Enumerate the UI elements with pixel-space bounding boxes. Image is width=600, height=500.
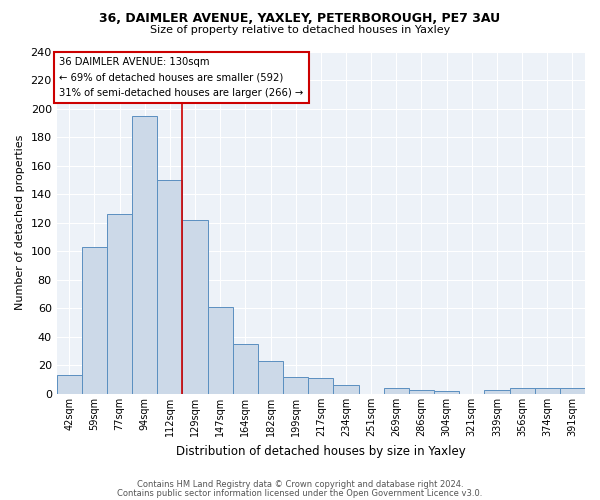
- Bar: [509, 388, 535, 394]
- Bar: [560, 388, 585, 394]
- Bar: [182, 220, 208, 394]
- X-axis label: Distribution of detached houses by size in Yaxley: Distribution of detached houses by size …: [176, 444, 466, 458]
- Bar: [308, 378, 334, 394]
- Text: Size of property relative to detached houses in Yaxley: Size of property relative to detached ho…: [150, 25, 450, 35]
- Text: 36, DAIMLER AVENUE, YAXLEY, PETERBOROUGH, PE7 3AU: 36, DAIMLER AVENUE, YAXLEY, PETERBOROUGH…: [100, 12, 500, 26]
- Bar: [208, 307, 233, 394]
- Bar: [233, 344, 258, 394]
- Bar: [334, 386, 359, 394]
- Bar: [258, 361, 283, 394]
- Text: Contains public sector information licensed under the Open Government Licence v3: Contains public sector information licen…: [118, 488, 482, 498]
- Bar: [107, 214, 132, 394]
- Bar: [384, 388, 409, 394]
- Bar: [132, 116, 157, 394]
- Y-axis label: Number of detached properties: Number of detached properties: [15, 135, 25, 310]
- Bar: [434, 391, 459, 394]
- Bar: [535, 388, 560, 394]
- Bar: [283, 377, 308, 394]
- Bar: [409, 390, 434, 394]
- Bar: [82, 247, 107, 394]
- Text: Contains HM Land Registry data © Crown copyright and database right 2024.: Contains HM Land Registry data © Crown c…: [137, 480, 463, 489]
- Bar: [484, 390, 509, 394]
- Bar: [56, 376, 82, 394]
- Bar: [157, 180, 182, 394]
- Text: 36 DAIMLER AVENUE: 130sqm
← 69% of detached houses are smaller (592)
31% of semi: 36 DAIMLER AVENUE: 130sqm ← 69% of detac…: [59, 56, 304, 98]
